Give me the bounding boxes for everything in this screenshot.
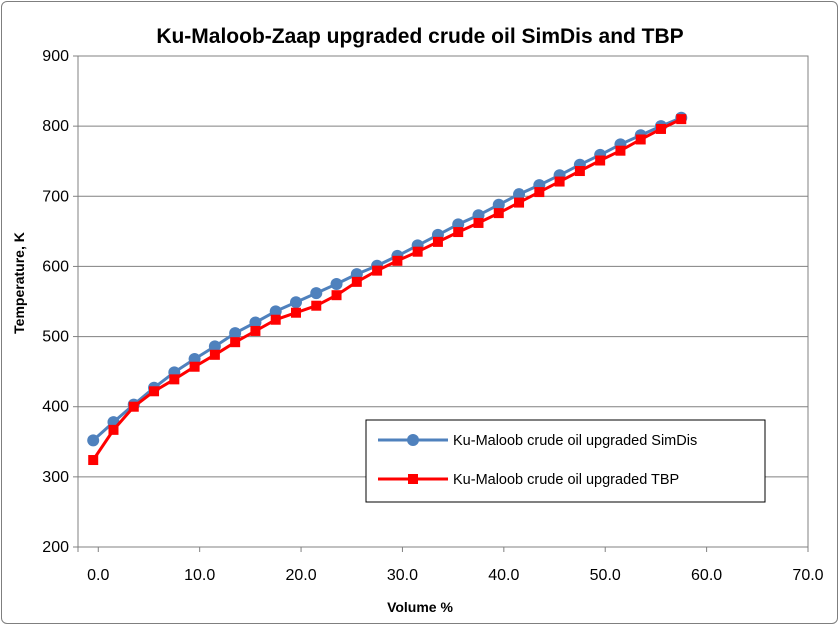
data-point <box>87 434 100 447</box>
data-point <box>208 340 221 353</box>
legend-label: Ku-Maloob crude oil upgraded TBP <box>453 472 679 488</box>
data-point <box>128 401 139 412</box>
data-point <box>513 188 526 201</box>
data-point <box>189 361 200 372</box>
data-point <box>169 374 180 385</box>
chart-title: Ku-Maloob-Zaap upgraded crude oil SimDis… <box>156 25 683 48</box>
x-tick-label: 70.0 <box>792 567 823 584</box>
x-tick-label: 0.0 <box>87 567 109 584</box>
legend-label: Ku-Maloob crude oil upgraded SimDis <box>453 433 697 449</box>
data-point <box>249 316 262 329</box>
series-layer <box>87 111 688 466</box>
x-tick-label: 60.0 <box>691 567 722 584</box>
data-point <box>412 246 423 257</box>
data-point <box>432 236 443 247</box>
data-point <box>149 386 160 397</box>
x-axis-ticks: 0.0 10.0 20.0 30.0 40.0 50.0 60.0 70.0 <box>77 547 824 584</box>
y-tick-label: 400 <box>42 399 69 416</box>
data-point <box>453 227 464 238</box>
data-point <box>473 217 484 228</box>
data-point <box>289 296 302 309</box>
legend: Ku-Maloob crude oil upgraded SimDis Ku-Ma… <box>365 419 766 503</box>
data-point <box>372 265 383 276</box>
data-point <box>310 287 323 300</box>
y-axis-label: Temperature, K <box>11 232 27 334</box>
x-tick-label: 10.0 <box>184 567 215 584</box>
data-point <box>330 277 343 290</box>
data-point <box>331 290 342 301</box>
gridlines <box>78 125 808 478</box>
data-point <box>655 123 666 134</box>
data-point <box>635 134 646 145</box>
y-axis-ticks: 200 300 400 500 600 700 800 900 <box>42 48 78 556</box>
data-point <box>595 155 606 166</box>
data-point <box>554 176 565 187</box>
x-axis-label: Volume % <box>387 599 453 615</box>
data-point <box>229 327 242 340</box>
y-tick-label: 600 <box>42 258 69 275</box>
data-point <box>676 114 687 125</box>
data-point <box>250 325 261 336</box>
x-tick-label: 50.0 <box>590 567 621 584</box>
y-tick-label: 300 <box>42 469 69 486</box>
x-tick-label: 20.0 <box>285 567 316 584</box>
y-tick-label: 900 <box>42 48 69 65</box>
legend-box <box>365 419 766 503</box>
y-tick-label: 700 <box>42 188 69 205</box>
data-point <box>230 337 241 348</box>
data-point <box>615 145 626 156</box>
data-point <box>514 197 525 208</box>
legend-marker <box>407 434 419 446</box>
data-point <box>209 349 220 360</box>
data-point <box>270 314 281 325</box>
data-point <box>108 424 119 435</box>
data-point <box>88 455 99 466</box>
data-point <box>574 166 585 177</box>
y-tick-label: 200 <box>42 539 69 556</box>
data-point <box>290 307 301 318</box>
data-point <box>311 300 322 311</box>
x-tick-label: 30.0 <box>387 567 418 584</box>
y-tick-label: 500 <box>42 329 69 346</box>
data-point <box>351 276 362 287</box>
data-point <box>492 198 505 211</box>
y-tick-label: 800 <box>42 118 69 135</box>
data-point <box>269 305 282 318</box>
x-tick-label: 40.0 <box>488 567 519 584</box>
data-point <box>534 187 545 198</box>
data-point <box>392 255 403 266</box>
data-point <box>493 208 504 219</box>
legend-marker <box>408 474 418 484</box>
